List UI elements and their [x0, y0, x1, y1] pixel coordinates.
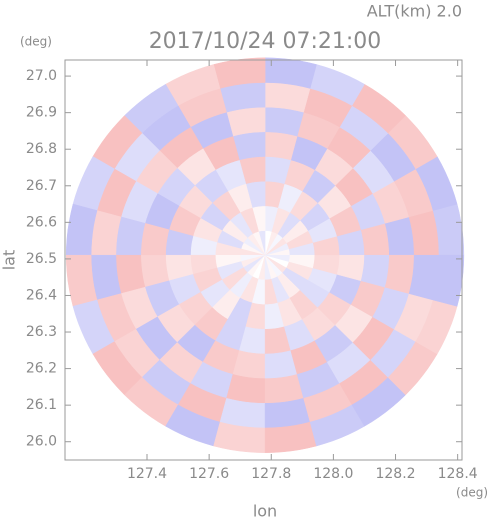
- radar-cell: [226, 106, 266, 137]
- radar-cell: [264, 374, 304, 404]
- radar-cell: [384, 216, 415, 256]
- radar-cell: [115, 216, 146, 256]
- x-tick-label: 127.8: [251, 466, 291, 482]
- x-axis-title: lon: [253, 502, 277, 521]
- y-tick-label: 26.0: [26, 434, 57, 450]
- altitude-label: ALT(km) 2.0: [367, 2, 462, 21]
- x-tick-label: 128.4: [438, 466, 478, 482]
- x-tick-label: 128.0: [313, 466, 353, 482]
- y-tick-label: 26.2: [26, 361, 57, 377]
- radar-cell: [432, 254, 465, 307]
- radar-field: [65, 57, 465, 453]
- y-unit: (deg): [20, 35, 52, 49]
- y-tick-label: 26.3: [26, 324, 57, 340]
- x-tick-label: 128.2: [375, 466, 415, 482]
- y-tick-label: 26.9: [26, 105, 57, 121]
- y-tick-label: 26.5: [26, 251, 57, 267]
- y-tick-label: 26.1: [26, 397, 57, 413]
- radar-cell: [264, 106, 304, 137]
- chart-title: 2017/10/24 07:21:00: [149, 29, 382, 54]
- y-tick-label: 26.7: [26, 178, 57, 194]
- y-tick-label: 27.0: [26, 68, 57, 84]
- radar-cell: [226, 374, 266, 404]
- x-tick-label: 127.6: [189, 466, 229, 482]
- y-axis-title: lat: [0, 250, 19, 271]
- radar-cell: [384, 254, 415, 294]
- y-tick-label: 26.8: [26, 141, 57, 157]
- plot-frame: [64, 59, 463, 461]
- y-tick-label: 26.4: [26, 287, 57, 303]
- radar-cell: [115, 254, 146, 294]
- x-tick-label: 127.4: [127, 466, 167, 482]
- x-unit: (deg): [456, 486, 488, 500]
- y-tick-label: 26.6: [26, 214, 57, 230]
